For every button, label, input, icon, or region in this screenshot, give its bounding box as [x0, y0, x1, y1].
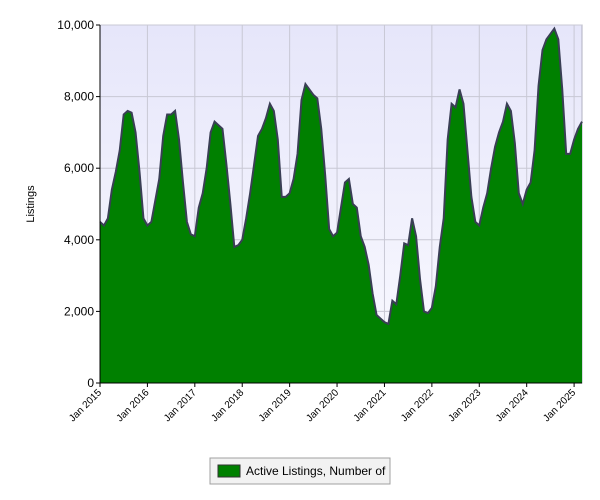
y-tick-label: 2,000 [64, 304, 94, 318]
legend-label: Active Listings, Number of [246, 464, 386, 478]
y-tick-label: 0 [87, 376, 94, 390]
x-tick-label: Jan 2016 [115, 387, 152, 424]
area-outline [99, 26, 583, 326]
x-tick-label: Jan 2018 [209, 387, 246, 424]
legend-swatch [217, 464, 241, 478]
area [100, 28, 582, 384]
x-tick-label: Jan 2017 [162, 387, 199, 424]
x-tick-label: Jan 2022 [399, 387, 436, 424]
x-tick-label: Jan 2023 [447, 387, 484, 424]
y-tick-label: 8,000 [64, 90, 94, 104]
x-tick-label: Jan 2015 [67, 387, 104, 424]
x-tick-label: Jan 2021 [352, 387, 389, 424]
y-axis-label: Listings [25, 185, 37, 223]
y-tick-label: 10,000 [57, 18, 94, 32]
x-tick-label: Jan 2025 [541, 387, 578, 424]
x-tick-label: Jan 2020 [304, 387, 341, 424]
y-tick-label: 6,000 [64, 161, 94, 175]
y-tick-label: 4,000 [64, 233, 94, 247]
x-tick-label: Jan 2024 [494, 387, 531, 424]
x-tick-label: Jan 2019 [257, 387, 294, 424]
